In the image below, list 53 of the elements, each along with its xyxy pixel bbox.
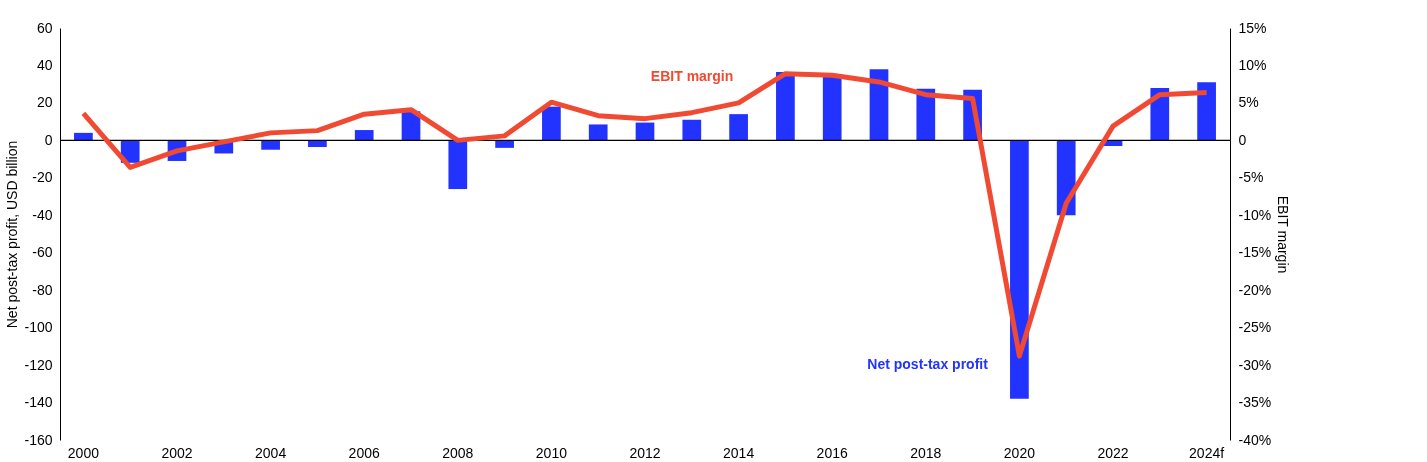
y2-tick-label: -5% (1238, 169, 1264, 186)
series-label: EBIT margin (650, 68, 734, 85)
y2-tick-label: -20% (1238, 281, 1272, 298)
series-label: Net post-tax profit (867, 356, 989, 373)
y-tick-label: -40 (32, 206, 53, 223)
y2-tick-label: -25% (1238, 319, 1272, 336)
y-tick-label: 20 (36, 94, 53, 111)
bar (1197, 82, 1216, 141)
y2-tick-label: -15% (1238, 244, 1272, 261)
y2-tick-label: -10% (1238, 206, 1272, 223)
y2-tick-label: 5% (1238, 94, 1259, 111)
bar (1010, 140, 1029, 399)
bar (588, 124, 608, 141)
x-tick-label: 2024f (1189, 444, 1225, 461)
bar (729, 114, 748, 141)
y2-tick-label: 0 (1238, 131, 1247, 148)
x-tick-label: 2008 (442, 444, 474, 461)
y-axis-title: Net post-tax profit, USD billion (4, 140, 21, 329)
y-tick-label: -100 (24, 319, 53, 336)
bar (822, 74, 842, 141)
y2-tick-label: -40% (1238, 431, 1272, 448)
y-tick-label: -140 (24, 394, 53, 411)
bar (448, 140, 468, 190)
x-tick-label: 2012 (629, 444, 661, 461)
x-tick-label: 2020 (1003, 444, 1036, 461)
y-tick-label: -80 (32, 281, 53, 298)
x-tick-label: 2010 (535, 444, 568, 461)
y-tick-label: -160 (24, 431, 53, 448)
bar (776, 72, 795, 141)
y-tick-label: 0 (44, 131, 53, 148)
x-tick-label: 2002 (161, 444, 193, 461)
y-tick-label: -120 (24, 356, 53, 373)
x-tick-label: 2014 (723, 444, 755, 461)
bar (635, 122, 655, 141)
bar (74, 132, 93, 141)
y-tick-label: -20 (32, 169, 53, 186)
x-tick-label: 2022 (1097, 444, 1129, 461)
y2-tick-label: 15% (1238, 19, 1267, 36)
bar (542, 106, 561, 141)
y-tick-label: 40 (36, 56, 53, 73)
bar (682, 119, 702, 141)
y2-tick-label: -35% (1238, 394, 1272, 411)
y2-tick-label: -30% (1238, 356, 1272, 373)
y2-axis-title: EBIT margin (1275, 195, 1292, 274)
x-tick-label: 2000 (67, 444, 100, 461)
x-tick-label: 2004 (255, 444, 287, 461)
x-tick-label: 2018 (910, 444, 942, 461)
x-tick-label: 2016 (816, 444, 848, 461)
bar (354, 130, 374, 141)
y-tick-label: 60 (36, 19, 53, 36)
y2-tick-label: 10% (1238, 56, 1267, 73)
y-tick-label: -60 (32, 244, 53, 261)
x-tick-label: 2006 (348, 444, 380, 461)
